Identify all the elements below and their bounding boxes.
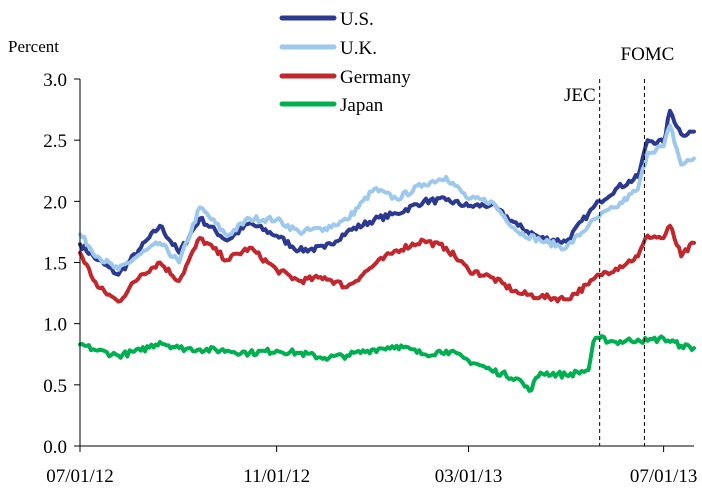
x-tick-label: 07/01/13 — [630, 466, 698, 487]
legend-label-uk: U.K. — [340, 38, 377, 59]
y-tick-label: 0.0 — [43, 437, 67, 458]
x-tick-label: 07/01/12 — [46, 466, 114, 487]
y-tick-label: 2.0 — [43, 192, 67, 213]
y-axis-title: Percent — [8, 37, 59, 56]
annotation-label-jec: JEC — [564, 85, 596, 106]
series-line-us — [78, 108, 696, 277]
x-tick-label: 03/01/13 — [435, 466, 503, 487]
legend-label-us: U.S. — [340, 9, 374, 30]
legend-label-germany: Germany — [340, 67, 411, 88]
legend-label-japan: Japan — [340, 95, 384, 116]
legend: U.S. U.K. Germany Japan — [279, 9, 411, 116]
y-tick-label: 3.0 — [43, 70, 67, 91]
y-tick-label: 0.5 — [43, 376, 67, 397]
axes-group: 0.0 0.5 1.0 1.5 2.0 2.5 3.0 07/01/12 11/01/12 03/… — [43, 70, 697, 487]
series-line-japan — [78, 334, 696, 393]
annotations-group: JEC FOMC — [564, 44, 674, 446]
series-line-uk — [78, 123, 696, 272]
series-line-germany — [78, 223, 696, 304]
x-tick-label: 11/01/12 — [243, 466, 310, 487]
y-tick-label: 1.0 — [43, 315, 67, 336]
y-tick-label: 2.5 — [43, 131, 67, 152]
y-tick-label: 1.5 — [43, 254, 67, 275]
annotation-label-fomc: FOMC — [621, 44, 675, 65]
series-group — [78, 108, 696, 393]
